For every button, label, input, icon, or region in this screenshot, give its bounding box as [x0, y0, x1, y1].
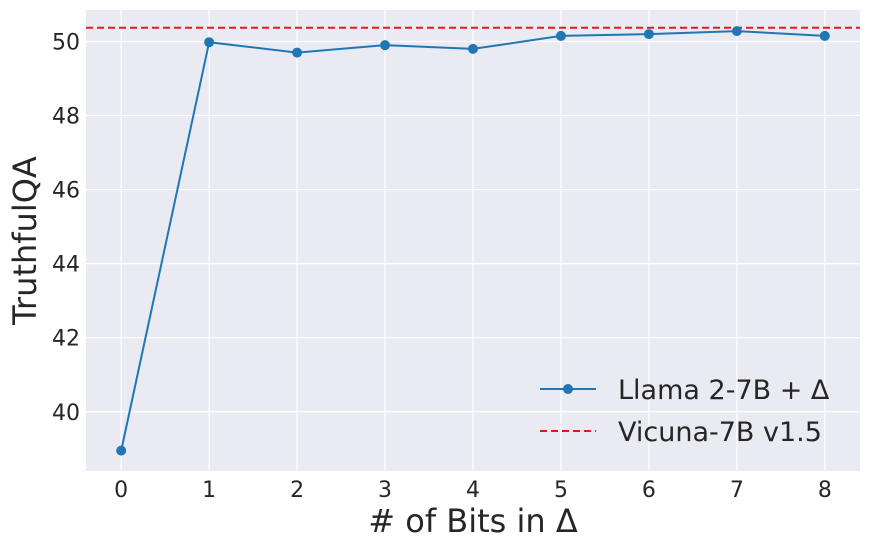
data-point: [555, 30, 566, 41]
series-lines: [116, 26, 830, 456]
y-tick-label: 50: [52, 30, 80, 55]
x-tick-label: 7: [730, 478, 744, 503]
tick-labels: 0 1 2 3 4 5 6 7 8 40 42 44 46 48 50: [52, 30, 832, 503]
data-point: [204, 37, 215, 48]
data-point: [819, 30, 830, 41]
x-tick-label: 5: [554, 478, 568, 503]
x-tick-label: 2: [290, 478, 304, 503]
y-tick-label: 48: [52, 105, 80, 130]
data-point: [643, 29, 654, 40]
y-axis-label: TruthfulQA: [6, 156, 44, 326]
x-axis-label: # of Bits in Δ: [368, 502, 578, 540]
x-tick-label: 6: [642, 478, 656, 503]
data-point: [116, 445, 127, 456]
legend-entry-vicuna: Vicuna-7B v1.5: [618, 417, 822, 448]
legend: Llama 2-7B + Δ Vicuna-7B v1.5: [540, 375, 830, 448]
x-tick-label: 4: [466, 478, 480, 503]
grid-lines: [86, 10, 860, 471]
data-point: [731, 26, 742, 37]
y-tick-label: 40: [52, 401, 80, 426]
y-tick-label: 44: [52, 253, 80, 278]
data-point: [380, 40, 391, 51]
x-tick-label: 3: [378, 478, 392, 503]
data-point: [292, 47, 303, 58]
x-tick-label: 1: [202, 478, 216, 503]
y-tick-label: 42: [52, 327, 80, 352]
x-tick-label: 8: [818, 478, 832, 503]
legend-entry-llama: Llama 2-7B + Δ: [618, 375, 830, 406]
x-tick-label: 0: [114, 478, 128, 503]
y-tick-label: 46: [52, 179, 80, 204]
data-point: [468, 43, 478, 54]
legend-swatch-marker-llama: [563, 384, 573, 394]
